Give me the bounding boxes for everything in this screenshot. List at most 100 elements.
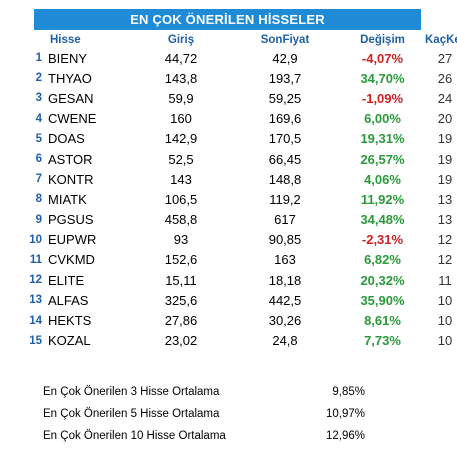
row-entry-price: 23,02 xyxy=(164,333,198,349)
row-entry-price: 152,6 xyxy=(164,252,198,268)
row-rank: 12 xyxy=(29,274,42,287)
row-change: 34,48% xyxy=(360,212,405,228)
summary-row: En Çok Önerilen 5 Hisse Ortalama 10,97% xyxy=(43,403,403,425)
row-rank: 8 xyxy=(35,193,42,206)
row-last-price: 24,8 xyxy=(272,333,298,349)
row-ticker: BIENY xyxy=(48,50,88,66)
summary-value: 10,97% xyxy=(325,408,365,420)
row-count: 10 xyxy=(437,313,453,329)
row-rank: 7 xyxy=(35,173,42,186)
row-ticker: ASTOR xyxy=(48,151,93,167)
table-row: 1 BIENY 44,72 42,9 -4,07% 27 xyxy=(0,48,457,68)
row-last-price: 442,5 xyxy=(268,292,302,308)
row-change: 4,06% xyxy=(364,171,401,187)
row-ticker: DOAS xyxy=(48,131,85,147)
row-count: 12 xyxy=(437,252,453,268)
row-change: 6,82% xyxy=(364,252,401,268)
row-last-price: 59,25 xyxy=(268,90,302,106)
row-ticker: THYAO xyxy=(48,70,92,86)
row-change: 7,73% xyxy=(364,333,401,349)
summary-label: En Çok Önerilen 5 Hisse Ortalama xyxy=(43,408,220,420)
row-entry-price: 93 xyxy=(173,232,189,248)
row-ticker: CWENE xyxy=(48,111,97,127)
row-entry-price: 142,9 xyxy=(164,131,198,147)
summary-label: En Çok Önerilen 3 Hisse Ortalama xyxy=(43,386,220,398)
row-ticker: GESAN xyxy=(48,90,94,106)
sonfiyat-column-header: SonFiyat xyxy=(260,33,310,46)
row-count: 19 xyxy=(437,131,453,147)
table-row: 8 MIATK 106,5 119,2 11,92% 13 xyxy=(0,189,457,209)
row-count: 19 xyxy=(437,171,453,187)
row-change: 20,32% xyxy=(360,272,405,288)
summary-value: 12,96% xyxy=(325,430,365,442)
row-rank: 9 xyxy=(35,213,42,226)
row-entry-price: 160 xyxy=(170,111,192,127)
table-header-row: Hisse Giriş SonFiyat Değişim KaçKere xyxy=(0,31,457,48)
row-count: 11 xyxy=(438,272,452,288)
row-ticker: PGSUS xyxy=(48,212,94,228)
row-count: 10 xyxy=(437,292,453,308)
row-ticker: HEKTS xyxy=(48,313,92,329)
row-entry-price: 59,9 xyxy=(168,90,194,106)
table-row: 7 KONTR 143 148,8 4,06% 19 xyxy=(0,169,457,189)
row-last-price: 169,6 xyxy=(268,111,302,127)
row-entry-price: 52,5 xyxy=(168,151,194,167)
row-change: 26,57% xyxy=(360,151,405,167)
row-rank: 6 xyxy=(35,153,42,166)
row-ticker: ELITE xyxy=(48,272,85,288)
summary-row: En Çok Önerilen 10 Hisse Ortalama 12,96% xyxy=(43,425,403,447)
row-rank: 10 xyxy=(29,233,42,246)
row-change: 6,00% xyxy=(364,111,401,127)
table-row: 10 EUPWR 93 90,85 -2,31% 12 xyxy=(0,230,457,250)
row-last-price: 170,5 xyxy=(268,131,302,147)
row-last-price: 119,2 xyxy=(269,191,301,207)
row-last-price: 148,8 xyxy=(268,171,302,187)
row-ticker: KONTR xyxy=(48,171,94,187)
row-rank: 5 xyxy=(35,132,42,145)
row-change: 35,90% xyxy=(360,292,405,308)
table-row: 11 CVKMD 152,6 163 6,82% 12 xyxy=(0,250,457,270)
row-last-price: 66,45 xyxy=(268,151,302,167)
page-title: EN ÇOK ÖNERİLEN HİSSELER xyxy=(34,9,421,30)
row-rank: 3 xyxy=(35,92,42,105)
row-ticker: CVKMD xyxy=(48,252,95,268)
row-rank: 2 xyxy=(35,72,42,85)
hisse-column-header: Hisse xyxy=(50,33,81,46)
table-body: 1 BIENY 44,72 42,9 -4,07% 27 2 THYAO 143,8 193,7 3… xyxy=(0,48,457,351)
row-rank: 4 xyxy=(35,112,42,125)
table-row: 4 CWENE 160 169,6 6,00% 20 xyxy=(0,109,457,129)
row-change: 34,70% xyxy=(360,70,405,86)
row-count: 13 xyxy=(437,212,453,228)
row-entry-price: 143,8 xyxy=(164,70,198,86)
row-ticker: EUPWR xyxy=(48,232,97,248)
row-entry-price: 44,72 xyxy=(164,50,198,66)
rank-column-header xyxy=(0,31,48,48)
row-last-price: 90,85 xyxy=(268,232,302,248)
row-last-price: 163 xyxy=(274,252,296,268)
degisim-column-header: Değişim xyxy=(360,33,405,46)
summary-label: En Çok Önerilen 10 Hisse Ortalama xyxy=(43,430,226,442)
row-rank: 13 xyxy=(29,294,42,307)
row-rank: 14 xyxy=(29,314,42,327)
row-last-price: 193,7 xyxy=(268,70,302,86)
stocks-table: Hisse Giriş SonFiyat Değişim KaçKere 1 BI… xyxy=(0,31,457,351)
row-entry-price: 15,11 xyxy=(165,272,197,288)
row-change: -4,07% xyxy=(361,50,404,66)
table-row: 13 ALFAS 325,6 442,5 35,90% 10 xyxy=(0,290,457,310)
summary-row: En Çok Önerilen 3 Hisse Ortalama 9,85% xyxy=(43,381,403,403)
table-row: 5 DOAS 142,9 170,5 19,31% 19 xyxy=(0,129,457,149)
row-last-price: 18,18 xyxy=(268,272,302,288)
row-change: 8,61% xyxy=(364,313,401,329)
summary-section: En Çok Önerilen 3 Hisse Ortalama 9,85% En … xyxy=(43,381,403,447)
row-rank: 11 xyxy=(29,253,42,266)
row-ticker: KOZAL xyxy=(48,333,91,349)
row-last-price: 42,9 xyxy=(272,50,298,66)
row-count: 19 xyxy=(437,151,453,167)
row-entry-price: 458,8 xyxy=(164,212,198,228)
giris-column-header: Giriş xyxy=(167,33,195,46)
kackere-column-header: KaçKere xyxy=(425,33,457,46)
row-last-price: 30,26 xyxy=(268,313,302,329)
table-row: 3 GESAN 59,9 59,25 -1,09% 24 xyxy=(0,88,457,108)
row-count: 27 xyxy=(437,50,453,66)
